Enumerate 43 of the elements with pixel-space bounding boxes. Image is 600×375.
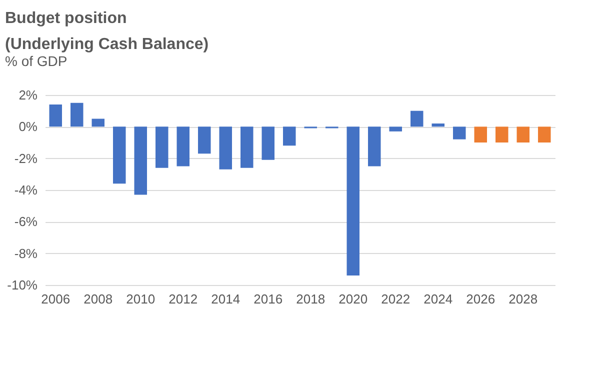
bar [453, 126, 466, 140]
bar [134, 126, 147, 195]
bar [410, 110, 424, 127]
bar [283, 126, 296, 146]
x-tick-label: 2026 [466, 292, 496, 306]
bar [389, 126, 402, 132]
bar [113, 126, 126, 184]
x-tick-label: 2024 [424, 292, 453, 306]
bar [70, 102, 84, 127]
bar [474, 126, 487, 142]
bar [156, 126, 168, 168]
bar [176, 126, 190, 166]
chart-title: Budget position (Underlying Cash Balance) [5, 10, 209, 53]
x-tick-label: 2014 [211, 292, 240, 306]
bar [368, 126, 381, 166]
x-tick-label: 2010 [126, 292, 156, 306]
x-tick-label: 2012 [168, 292, 198, 306]
chart-subtitle: % of GDP [5, 53, 68, 69]
bar [240, 126, 254, 168]
x-tick-label: 2022 [381, 292, 410, 306]
x-tick-label: 2016 [254, 292, 283, 306]
bar [346, 126, 360, 276]
x-tick-label: 2008 [84, 292, 113, 306]
y-tick-label: -4% [14, 182, 38, 198]
y-tick-label: 2% [18, 88, 38, 102]
bar [516, 126, 530, 142]
bar [92, 118, 104, 127]
y-tick-label: 0% [18, 119, 38, 134]
y-tick-label: -6% [14, 214, 38, 230]
y-tick-label: -10% [7, 278, 38, 292]
bar [262, 126, 274, 160]
bar [198, 126, 211, 154]
bar [49, 104, 62, 127]
bar [496, 126, 508, 142]
bar [432, 124, 444, 127]
x-tick-label: 2018 [296, 292, 326, 306]
x-tick-label: 2028 [508, 292, 538, 306]
y-tick-label: -8% [14, 246, 38, 261]
y-tick-label: -2% [14, 150, 38, 166]
bar [538, 126, 551, 142]
bar [219, 126, 232, 170]
x-tick-label: 2020 [338, 292, 368, 306]
x-tick-label: 2006 [41, 292, 70, 306]
